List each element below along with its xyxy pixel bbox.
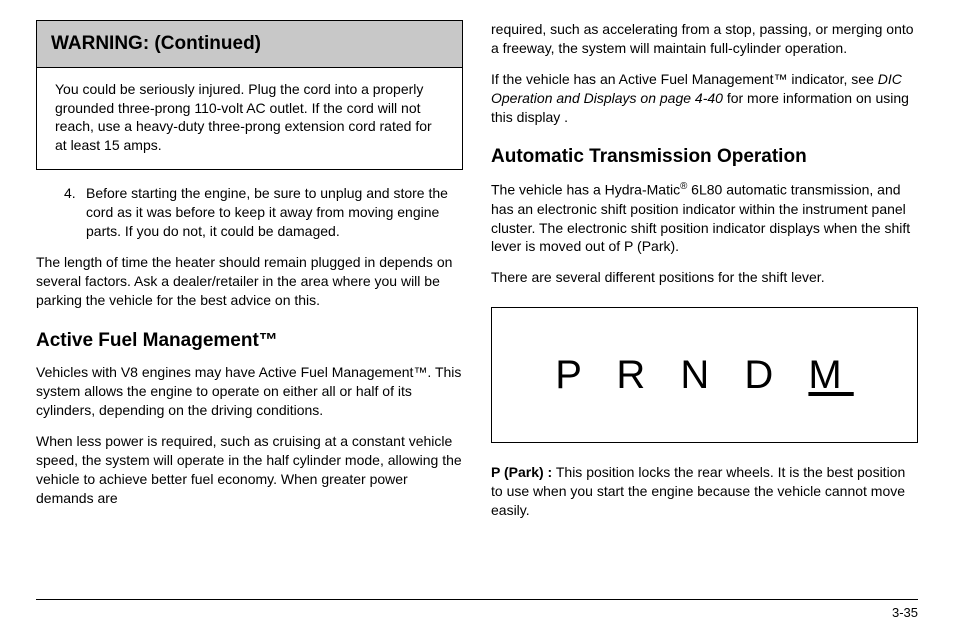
gear-d: D [744, 353, 785, 397]
gear-n: N [680, 353, 721, 397]
step-4: 4. Before starting the engine, be sure t… [64, 184, 463, 241]
left-column: WARNING: (Continued) You could be seriou… [36, 20, 463, 595]
ato-paragraph-2: There are several different positions fo… [491, 268, 918, 287]
page-footer: 3-35 [36, 599, 918, 622]
page-columns: WARNING: (Continued) You could be seriou… [36, 20, 918, 595]
ato-heading: Automatic Transmission Operation [491, 144, 918, 170]
afm-paragraph-1: Vehicles with V8 engines may have Active… [36, 363, 463, 420]
continuation-paragraph: required, such as accelerating from a st… [491, 20, 918, 58]
ato-p1-pre: The vehicle has a Hydra-Matic [491, 182, 680, 198]
ato-paragraph-1: The vehicle has a Hydra-Matic® 6L80 auto… [491, 180, 918, 256]
indicator-pre: If the vehicle has an Active Fuel Manage… [491, 71, 878, 87]
gear-m: M [808, 353, 853, 397]
warning-body: You could be seriously injured. Plug the… [37, 68, 462, 170]
step-number: 4. [64, 184, 86, 241]
page-number: 3-35 [892, 605, 918, 620]
gear-p: P [555, 353, 593, 397]
afm-paragraph-2: When less power is required, such as cru… [36, 432, 463, 508]
warning-box: WARNING: (Continued) You could be seriou… [36, 20, 463, 170]
right-column: required, such as accelerating from a st… [491, 20, 918, 595]
indicator-paragraph: If the vehicle has an Active Fuel Manage… [491, 70, 918, 127]
park-label: P (Park) : [491, 464, 552, 480]
park-text: This position locks the rear wheels. It … [491, 464, 905, 518]
gear-r: R [616, 353, 657, 397]
warning-header: WARNING: (Continued) [37, 21, 462, 68]
afm-heading: Active Fuel Management™ [36, 328, 463, 354]
park-paragraph: P (Park) : This position locks the rear … [491, 463, 918, 520]
step-text: Before starting the engine, be sure to u… [86, 184, 463, 241]
prndm-display: P R N D M [491, 307, 918, 443]
heater-paragraph: The length of time the heater should rem… [36, 253, 463, 310]
